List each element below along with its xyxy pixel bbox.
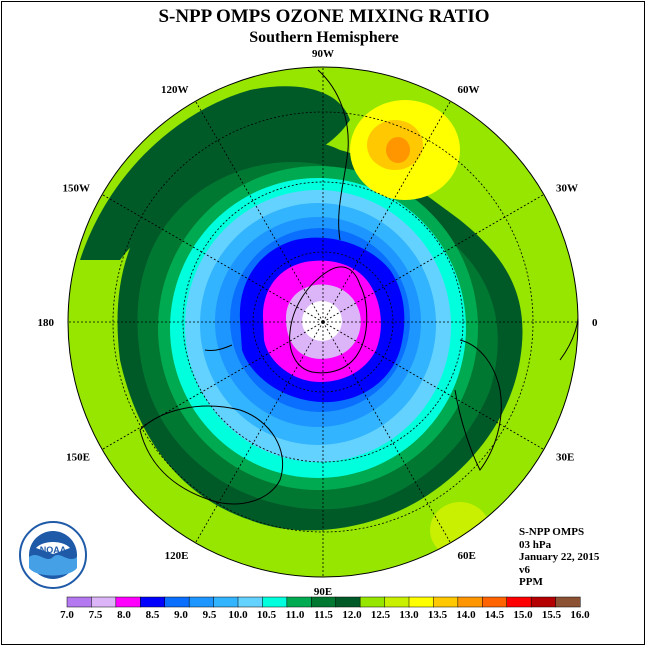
colorbar-swatch xyxy=(335,596,361,608)
colorbar-tick-label: 9.5 xyxy=(203,609,217,621)
info-level: 03 hPa xyxy=(519,538,552,551)
longitude-label: 150E xyxy=(66,452,90,464)
map-title: S-NPP OMPS OZONE MIXING RATIO xyxy=(158,6,490,27)
colorbar-tick-label: 13.5 xyxy=(428,609,448,621)
colorbar-swatch xyxy=(237,596,263,608)
longitude-label: 30E xyxy=(556,452,574,464)
longitude-label: 120E xyxy=(165,550,189,562)
longitude-label: 30W xyxy=(556,183,578,195)
meridian-line xyxy=(195,100,324,323)
noaa-logo-text: NOAA xyxy=(40,545,67,555)
colorbar-swatch xyxy=(359,596,386,608)
colorbar-tick-label: 10.5 xyxy=(257,609,277,621)
colorbar-swatch xyxy=(506,596,532,608)
contour-12-0-north xyxy=(80,86,350,260)
coast-australia xyxy=(139,405,284,505)
colorbar-tick-label: 16.0 xyxy=(570,609,590,621)
colorbar-tick-label: 7.0 xyxy=(60,609,74,621)
meridian-line xyxy=(195,321,324,544)
colorbar-tick-label: 9.0 xyxy=(174,609,188,621)
coast-africa xyxy=(454,339,502,471)
noaa-logo: NOAA xyxy=(18,520,88,590)
meridian-line xyxy=(322,194,545,323)
colorbar-swatch xyxy=(555,596,581,608)
map-subtitle: Southern Hemisphere xyxy=(249,29,399,46)
info-date: January 22, 2015 xyxy=(519,551,600,563)
colorbar-swatch xyxy=(482,596,508,608)
colorbar-tick-label: 13.0 xyxy=(399,609,419,621)
meridian-line xyxy=(101,321,324,450)
meridian-line xyxy=(322,321,545,450)
longitude-label: 90E xyxy=(314,586,332,598)
colorbar-swatch xyxy=(188,596,215,608)
colorbar-tick-label: 8.0 xyxy=(117,609,131,621)
coastlines xyxy=(139,69,578,505)
longitude-label: 90W xyxy=(312,48,334,60)
colorbar-tick-label: 7.5 xyxy=(89,609,103,621)
colorbar-swatch xyxy=(91,596,117,608)
colorbar-swatch xyxy=(457,596,483,608)
longitude-label: 120W xyxy=(161,84,189,96)
graticule xyxy=(68,67,578,577)
colorbar-tick-label: 10.0 xyxy=(228,609,248,621)
longitude-label: 60E xyxy=(458,550,476,562)
colorbar-swatch xyxy=(286,596,312,608)
coast-south-america xyxy=(317,69,349,241)
colorbar-swatch xyxy=(408,596,434,608)
colorbar-tick-label: 14.5 xyxy=(485,609,505,621)
coast-new-zealand xyxy=(204,344,233,351)
colorbar-tick-label: 8.5 xyxy=(146,609,160,621)
map-boundary xyxy=(67,66,579,578)
ozone-field xyxy=(68,67,578,577)
coast-antarctica xyxy=(289,266,368,374)
colorbar-swatch xyxy=(66,596,92,608)
colorbar-swatch xyxy=(115,596,141,608)
longitude-label: 60W xyxy=(458,84,480,96)
colorbar-swatch xyxy=(140,596,166,608)
contour-14-5 xyxy=(386,137,410,163)
meridian-lines xyxy=(68,67,578,577)
meridian-line xyxy=(101,194,324,323)
info-block: S-NPP OMPS 03 hPa January 22, 2015 v6 PP… xyxy=(519,526,599,589)
colorbar-tick-label: 11.0 xyxy=(286,609,305,621)
longitude-label: 0 xyxy=(592,317,598,329)
colorbar-tick-label: 15.0 xyxy=(513,609,533,621)
colorbar-tick-label: 12.5 xyxy=(371,609,391,621)
info-version: v6 xyxy=(519,563,530,576)
meridian-line xyxy=(322,100,451,323)
longitude-label: 150W xyxy=(63,183,91,195)
colorbar-swatch xyxy=(384,596,410,608)
colorbar-tick-label: 14.0 xyxy=(456,609,476,621)
colorbar-swatch xyxy=(213,596,239,608)
colorbar-swatch xyxy=(433,596,459,608)
colorbar-swatch xyxy=(164,596,190,608)
coast-east-africa xyxy=(559,304,578,361)
info-units: PPM xyxy=(519,576,543,588)
colorbar-tick-label: 11.5 xyxy=(314,609,333,621)
colorbar-swatch xyxy=(311,596,337,608)
colorbar-tick-label: 12.0 xyxy=(342,609,362,621)
colorbar-swatch xyxy=(262,596,288,608)
colorbar-tick-label: 15.5 xyxy=(542,609,562,621)
colorbar-swatch xyxy=(530,596,557,608)
longitude-labels: 0 30E 60E 90E 120E 150E 180 150W 120W 90W 60W 30W xyxy=(38,48,599,598)
info-instrument: S-NPP OMPS xyxy=(519,526,585,538)
longitude-label: 180 xyxy=(38,317,55,329)
colorbar: 7.0 7.5 8.0 8.5 9.0 9.5 10.0 10.5 11.0 11.5 12.0 12… xyxy=(60,596,590,621)
meridian-line xyxy=(322,321,451,544)
